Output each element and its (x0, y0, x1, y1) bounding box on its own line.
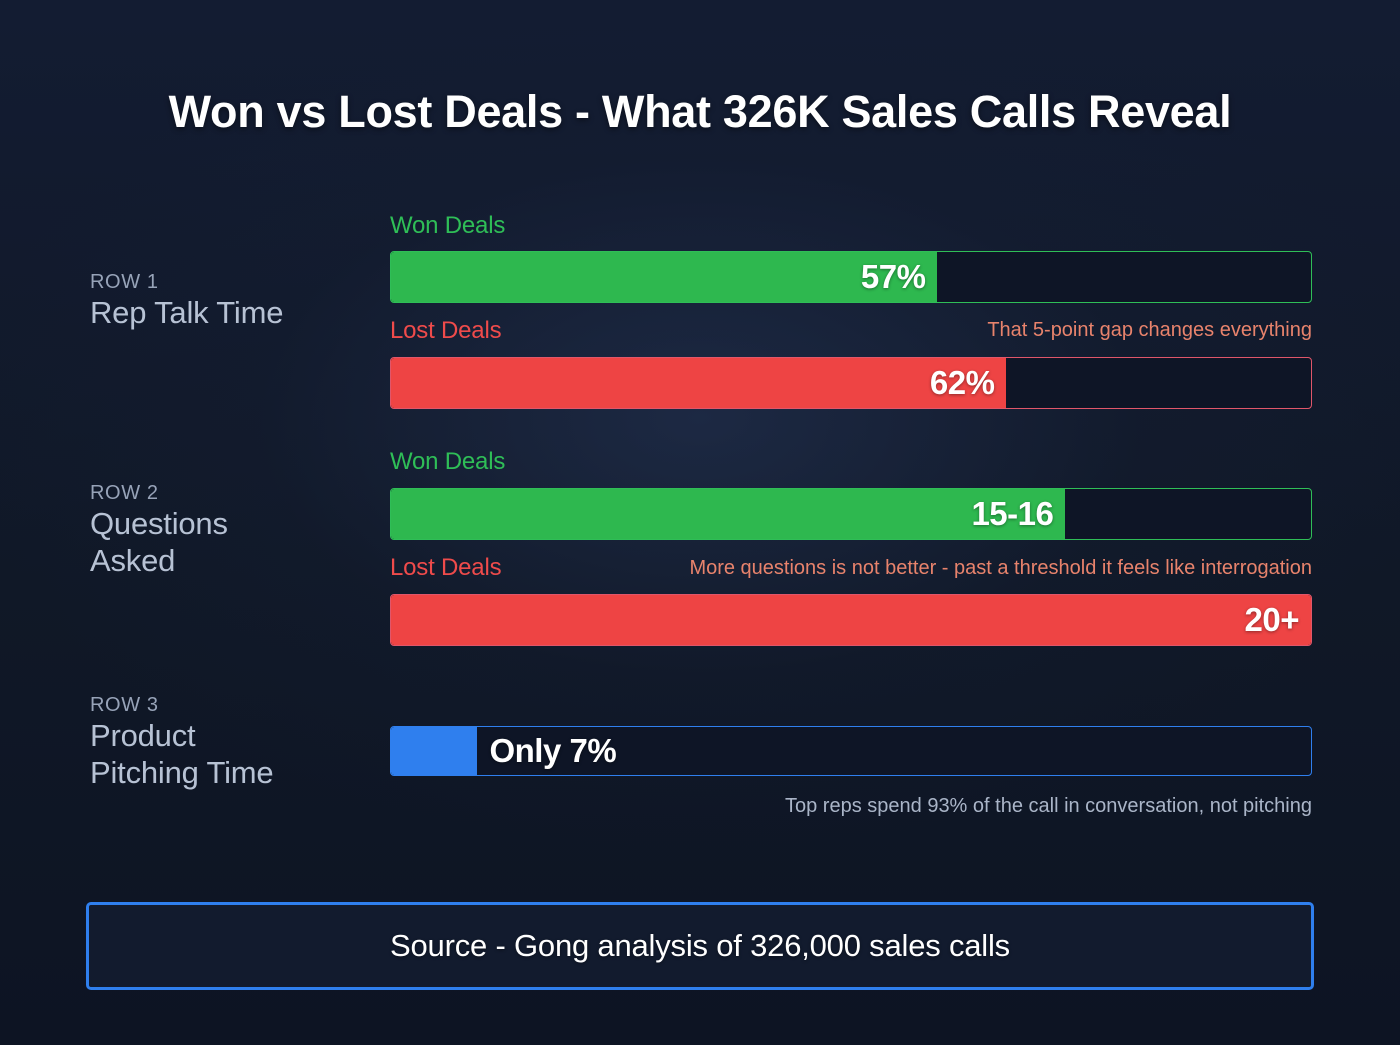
row-1-lost-series-label: Lost Deals (390, 317, 502, 344)
row-2-lost-series-label: Lost Deals (390, 554, 502, 581)
row-3-bar[interactable]: Only 7% (390, 726, 1312, 776)
row-1-kicker: ROW 1 (90, 271, 159, 293)
row-2-label-group: ROW 2 Questions Asked (90, 481, 380, 579)
row-1-won-fill (391, 252, 938, 302)
row-1-won-series-label: Won Deals (390, 212, 506, 239)
row-2-won-series-label: Won Deals (390, 448, 506, 475)
row-3-fill (391, 727, 478, 775)
row-3-track: Only 7% (390, 726, 1312, 776)
row-1-title: Rep Talk Time (90, 295, 284, 330)
row-1-lost-bar[interactable]: 62% (390, 357, 1312, 409)
row-2-lost-value: 20+ (1244, 601, 1300, 638)
row-1-won-bar[interactable]: 57% (390, 251, 1312, 303)
row-2-won-fill (391, 489, 1066, 539)
row-2-won-track: 15-16 (390, 488, 1312, 540)
row-2-won-label-row: Won Deals (390, 450, 1312, 474)
row-1-bars: Won Deals (390, 214, 1312, 238)
row-2-lost-label-row: Lost Deals (390, 556, 1312, 580)
row-2-lost-bar[interactable]: 20+ (390, 594, 1312, 646)
row-2-lost-fill (391, 595, 1311, 645)
row-3-kicker: ROW 3 (90, 694, 159, 716)
row-3-value: Only 7% (489, 732, 617, 769)
row-1-lost-label-row: Lost Deals (390, 319, 1312, 343)
row-3-title-line-2: Pitching Time (90, 754, 274, 790)
row-3-annotation: Top reps spend 93% of the call in conver… (785, 795, 1312, 817)
row-1-won-value: 57% (860, 258, 926, 295)
row-2-kicker: ROW 2 (90, 482, 159, 504)
row-1-lost-value: 62% (929, 364, 995, 401)
row-1-label-group: ROW 1 Rep Talk Time (90, 270, 380, 332)
row-2-title-line-1: Questions (90, 506, 228, 541)
row-2-won-value: 15-16 (971, 495, 1054, 532)
row-1-lost-track: 62% (390, 357, 1312, 409)
source-box: Source - Gong analysis of 326,000 sales … (86, 902, 1314, 990)
row-2-won-bar[interactable]: 15-16 (390, 488, 1312, 540)
row-3-label-group: ROW 3 Product Pitching Time (90, 693, 380, 791)
row-1-annotation: That 5-point gap changes everything (987, 319, 1312, 341)
row-1-lost-fill (391, 358, 1007, 408)
source-text: Source - Gong analysis of 326,000 sales … (390, 928, 1010, 963)
row-1-won-track: 57% (390, 251, 1312, 303)
row-2-title-line-2: Asked (90, 542, 176, 578)
row-2-annotation: More questions is not better - past a th… (689, 557, 1312, 579)
page-title: Won vs Lost Deals - What 326K Sales Call… (168, 86, 1232, 137)
row-2-lost-track: 20+ (390, 594, 1312, 646)
row-3-title-line-1: Product (90, 718, 196, 753)
